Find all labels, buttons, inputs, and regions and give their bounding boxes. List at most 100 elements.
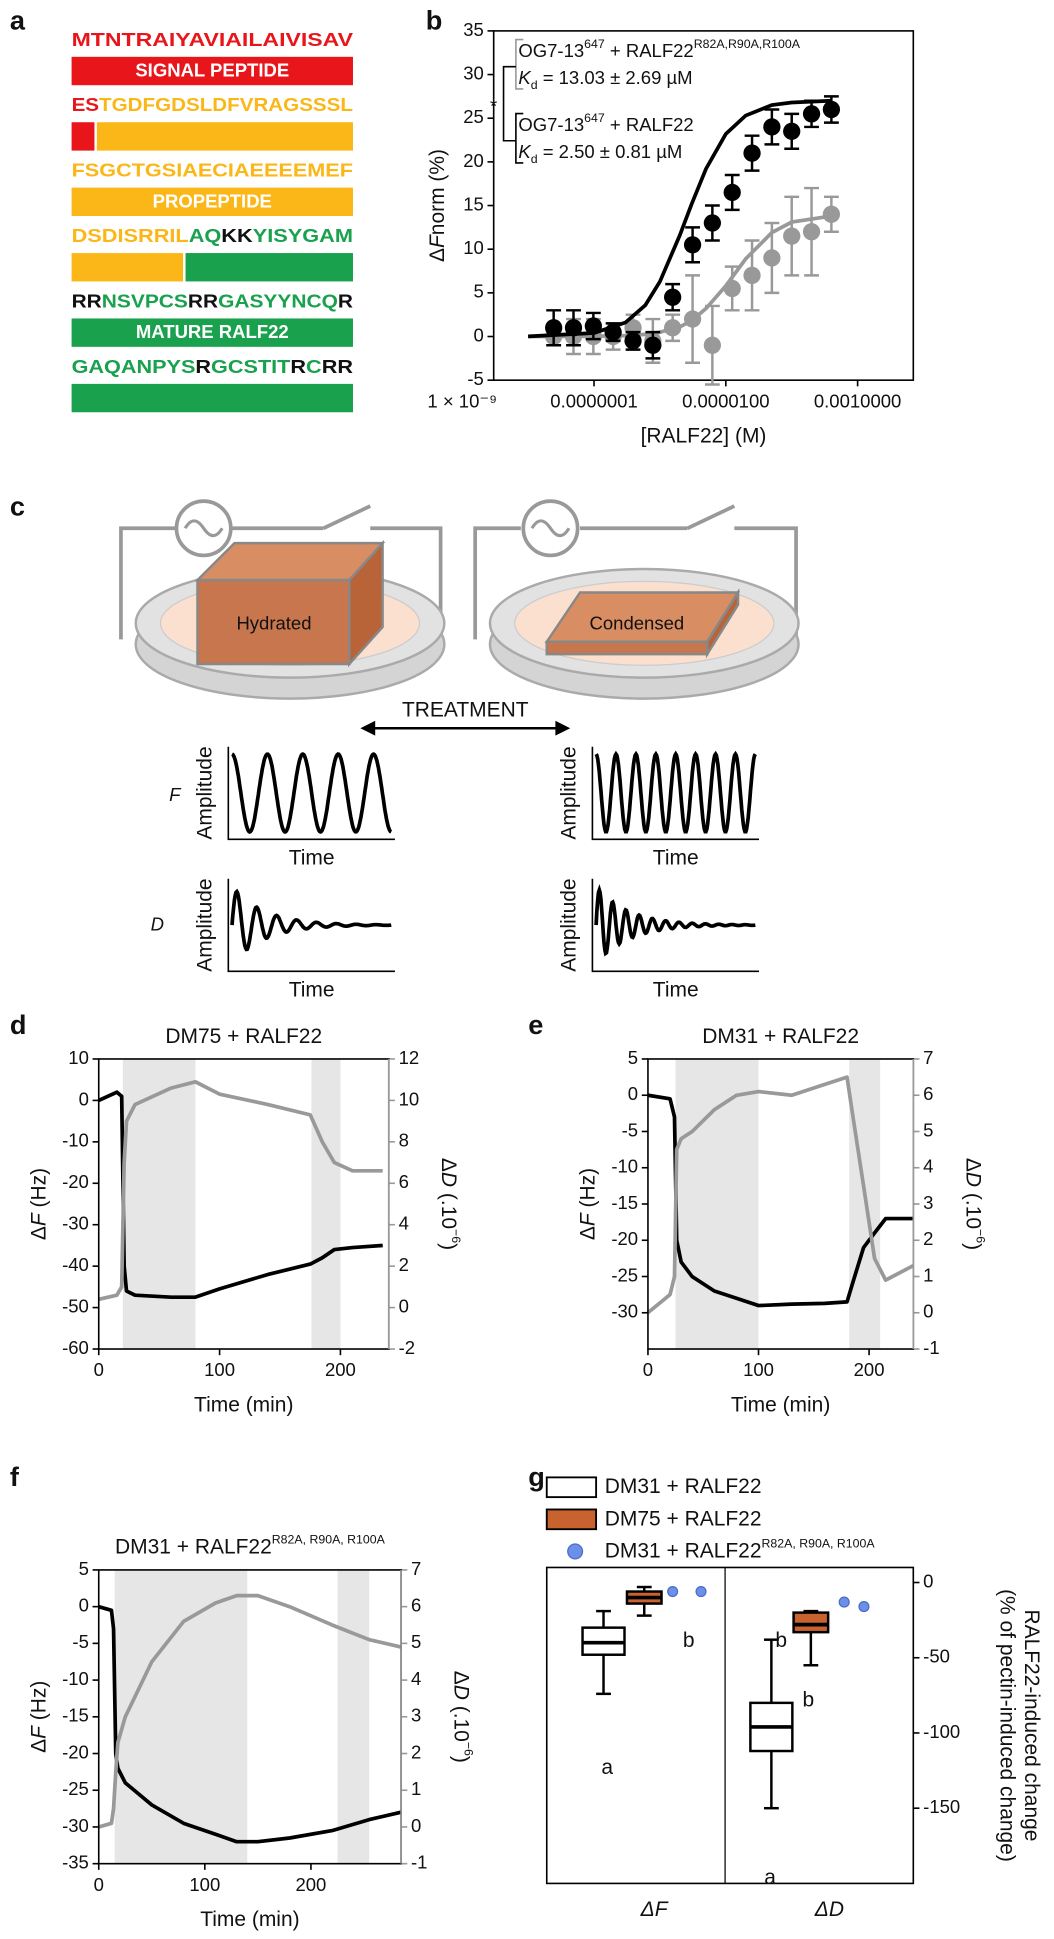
wave [230,888,392,952]
legend-kd-part: = 13.03 ± 2.69 µM [538,67,693,88]
y-tick-label: 0 [923,1301,933,1322]
residues: GAQANPYS [72,356,196,377]
domain-bar [96,122,353,151]
y-axis-label-part: F [27,1212,50,1226]
y2-axis-label-part: D [450,1685,473,1700]
y-tick-label: -1 [411,1852,427,1873]
y-tick-label: -5 [467,368,483,389]
y-tick-label: 10 [463,237,484,258]
bracket [515,38,524,90]
legend-entry-part: R82A,R90A,R100A [694,37,801,51]
panel-label: e [528,1009,543,1040]
y-tick-label: -20 [62,1741,89,1762]
y2-axis-label-part: (.10 [437,1187,460,1229]
chart-title: DM31 + RALF22 [702,1024,859,1047]
trace [98,1604,402,1844]
legend-entry: OG7-13647 + RALF22 [518,111,693,135]
state-label: Hydrated [236,612,311,633]
data-point [604,323,622,341]
panel-label: b [426,4,443,35]
data-point [858,1601,870,1613]
y-tick-label: 35 [463,19,484,40]
y-tick-label: 2 [411,1741,421,1762]
data-point [695,1585,707,1598]
residues: R [338,290,353,311]
y-tick-label: -60 [62,1337,89,1358]
y2-axis-label-part: Δ [437,1158,460,1172]
y-tick-label: -20 [611,1228,638,1249]
residues: GCSTIT [211,356,291,377]
significance-letter: a [764,1866,776,1889]
treatment-shade [114,1569,248,1864]
axis-label: Amplitude [194,746,217,839]
x-tick-label: ΔF [640,1898,669,1921]
domain-bar [71,56,353,86]
chart-title-part: DM31 + RALF22 [115,1535,272,1558]
bracket [502,65,516,142]
sequence: GAQANPYS R GCSTIT R C RR [72,356,353,377]
trace [97,1090,383,1300]
axis-label: Time [653,847,699,870]
circuit [119,526,443,640]
residues: KK [221,225,253,246]
y-tick-label: 0 [923,1570,933,1591]
data-point [703,336,722,354]
y-tick-label: 0 [79,1595,89,1616]
y-tick-label: 4 [399,1213,409,1234]
legend-kd-part: d [531,78,538,92]
y-tick-label: -100 [923,1721,960,1742]
schematic [119,499,800,736]
panel-label: g [528,1461,545,1492]
y-tick-label: -150 [923,1796,960,1817]
trace [646,1075,915,1315]
y-tick-label: -2 [399,1337,415,1358]
legend-entry: OG7-13647 + RALF22R82A,R90A,R100A [518,37,800,61]
residues: TGDFGDSLDFVRAGSSSL [99,94,353,115]
y2-axis-label-part: (.10 [962,1187,985,1229]
y-tick-label: 2 [923,1228,933,1249]
panel-label: f [10,1461,20,1492]
y-tick-label: -30 [611,1301,638,1322]
y-axis-label: ΔF (Hz) [27,1681,50,1753]
residues: AQ [189,225,222,246]
y-tick-label: -30 [62,1213,89,1234]
y-tick-label: 6 [923,1083,933,1104]
y-tick-label: -25 [62,1778,89,1799]
axis [591,746,760,841]
legend-entry-part: DM75 + RALF22 [605,1507,762,1530]
y-tick-label: 4 [923,1156,933,1177]
significance: * [490,95,497,116]
y-tick-label: -10 [62,1130,89,1151]
switch [686,504,736,530]
y-axis-label: ΔF (Hz) [576,1168,599,1240]
legend-swatch [567,1543,584,1560]
y-tick-label: 3 [923,1192,933,1213]
y-axis-label-part: Δ [426,248,449,262]
domain-bar [71,187,353,217]
legend-kd-part: d [531,152,538,166]
y-tick-label: -40 [62,1254,89,1275]
y2-axis-label-part: D [437,1172,460,1187]
y-axis-label-part: norm (%) [426,149,449,235]
trace [98,1593,402,1829]
domain-label: MATURE RALF22 [136,321,289,342]
legend-kd-part: K [518,141,532,162]
y-tick-label: 10 [68,1047,89,1068]
y-tick-label: 4 [411,1668,421,1689]
y-tick-label: -25 [611,1264,638,1285]
y-axis-label-part: Δ [27,1226,50,1240]
axis [227,878,395,973]
cube-front [196,578,351,666]
legend-entry-part: DM31 + RALF22 [605,1539,762,1562]
domain-bar [71,318,353,347]
axis-label: Amplitude [194,878,217,971]
chart-title-part: DM75 + RALF22 [165,1024,322,1047]
y2-axis-label-part: Δ [962,1158,985,1172]
y2-axis-label-part: −6 [461,1742,475,1756]
y-tick-label: 5 [628,1047,638,1068]
y-axis-label-part: (Hz) [27,1168,50,1213]
data-point [644,336,662,354]
significance-letter: b [683,1629,695,1652]
y2-axis-label: ΔD (.10−6) [437,1158,462,1250]
